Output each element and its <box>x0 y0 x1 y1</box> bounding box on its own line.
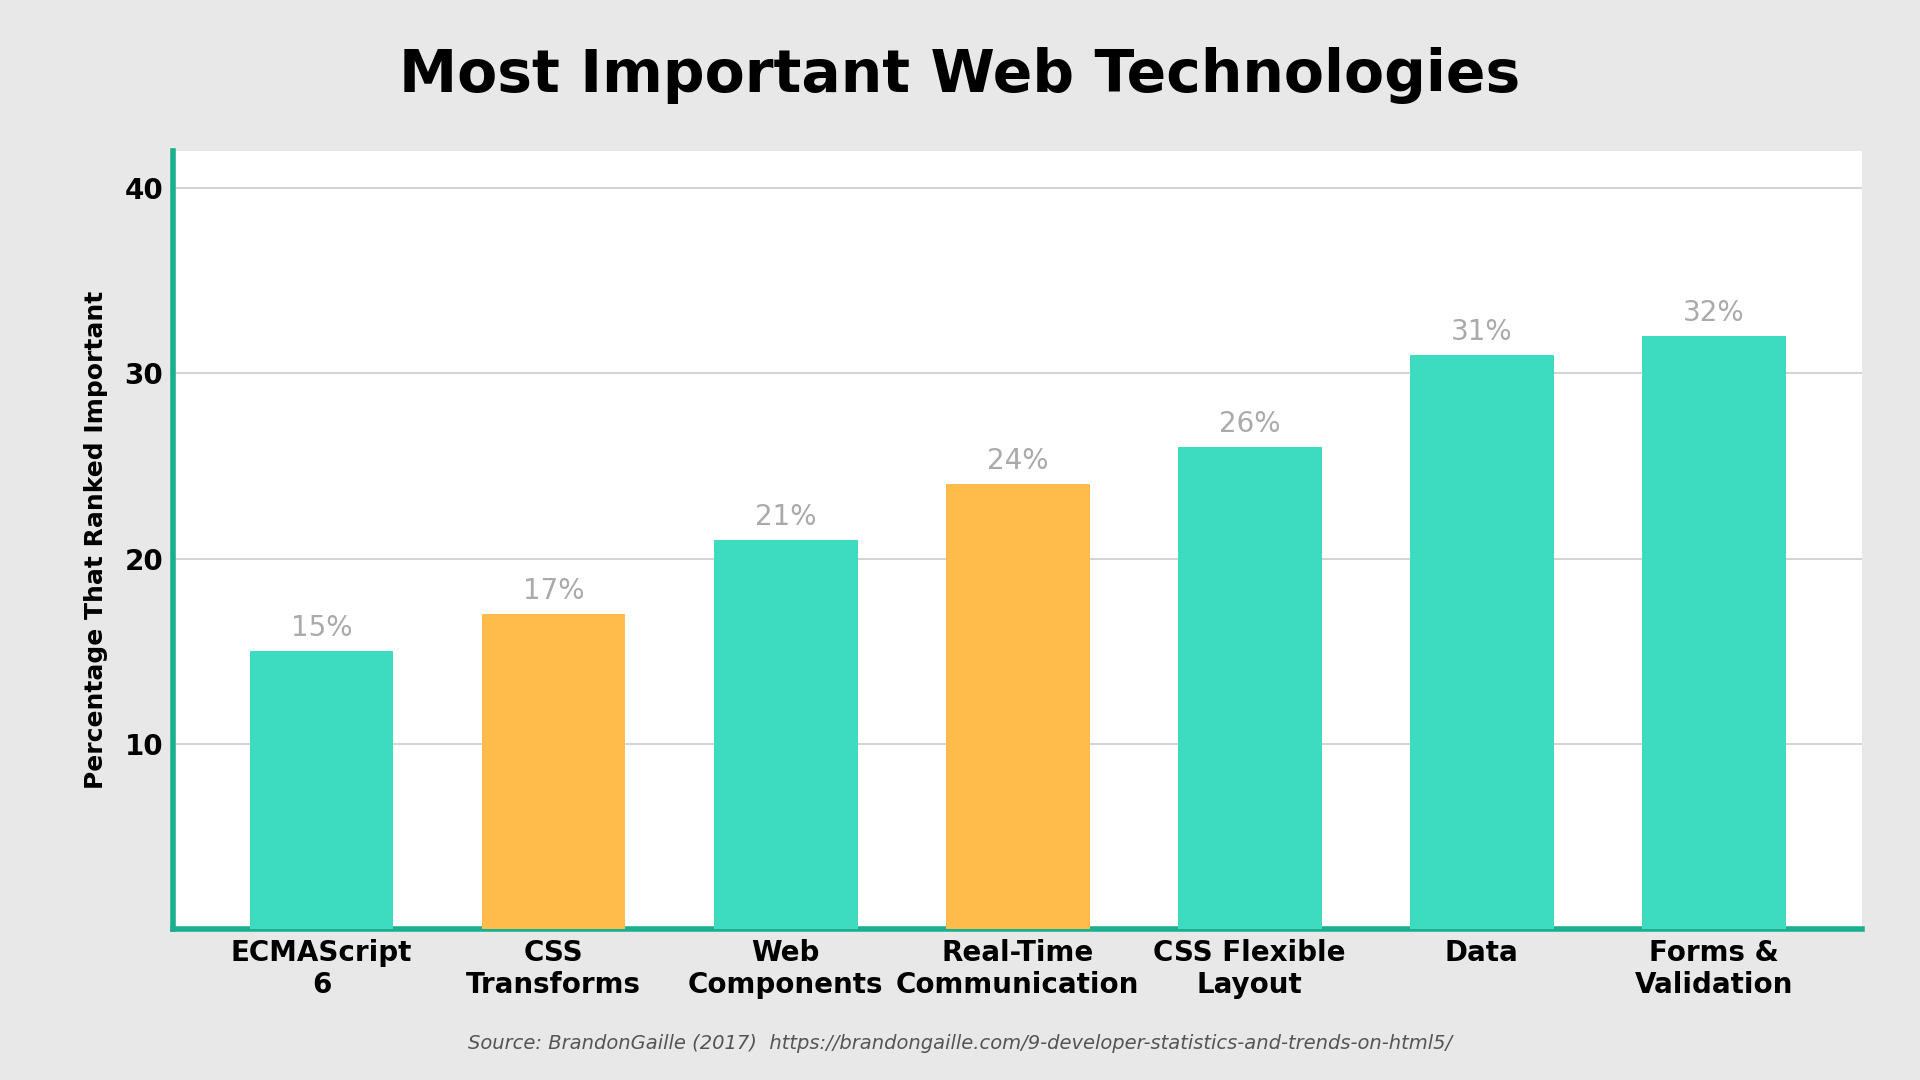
Bar <box>947 485 1089 929</box>
Bar <box>250 651 394 929</box>
Y-axis label: Percentage That Ranked Important: Percentage That Ranked Important <box>84 291 108 789</box>
Text: 21%: 21% <box>755 503 816 530</box>
Bar <box>1177 447 1321 929</box>
Text: 17%: 17% <box>522 577 584 605</box>
Text: Source: BrandonGaille (2017)  https://brandongaille.com/9-developer-statistics-a: Source: BrandonGaille (2017) https://bra… <box>468 1034 1452 1053</box>
Bar <box>714 540 858 929</box>
Text: 26%: 26% <box>1219 410 1281 438</box>
Text: 32%: 32% <box>1682 299 1745 327</box>
Bar <box>482 615 626 929</box>
Text: 24%: 24% <box>987 447 1048 475</box>
Bar <box>1642 336 1786 929</box>
Text: Most Important Web Technologies: Most Important Web Technologies <box>399 48 1521 104</box>
Text: 15%: 15% <box>290 613 351 642</box>
Bar <box>1409 355 1553 929</box>
Text: 31%: 31% <box>1452 318 1513 346</box>
